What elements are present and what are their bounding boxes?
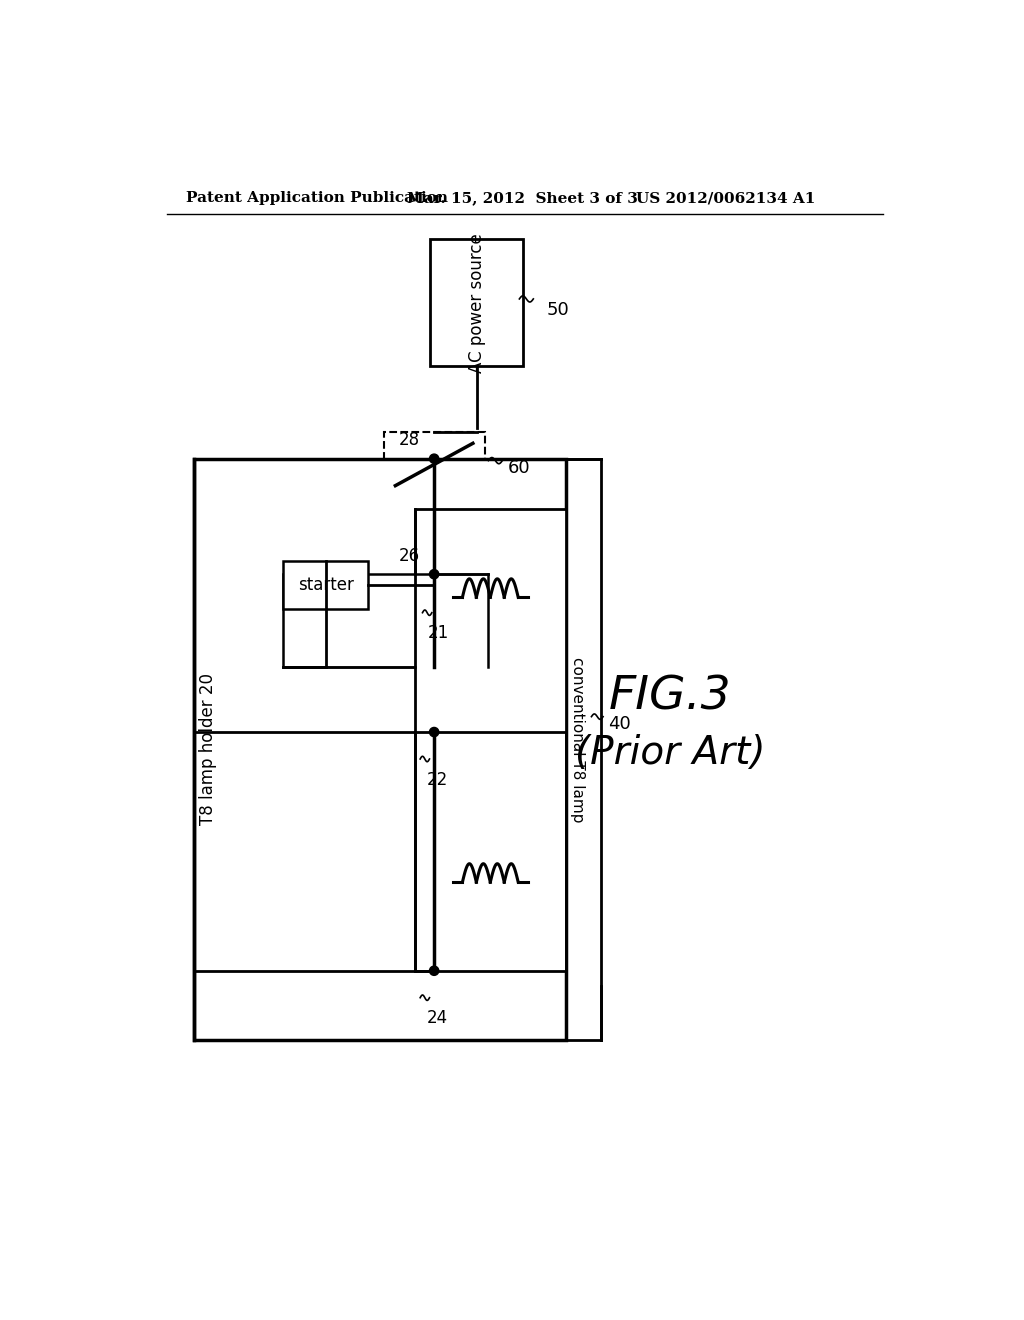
Circle shape: [429, 727, 438, 737]
Bar: [384, 432, 484, 498]
Circle shape: [429, 570, 438, 579]
Text: (Prior Art): (Prior Art): [575, 734, 766, 772]
Text: US 2012/0062134 A1: US 2012/0062134 A1: [636, 191, 815, 206]
Bar: [194, 459, 566, 1040]
Bar: [283, 574, 488, 667]
Text: 50: 50: [547, 301, 569, 319]
Text: 26: 26: [399, 546, 421, 565]
Text: 60: 60: [508, 459, 530, 478]
Text: 28: 28: [399, 432, 421, 449]
Text: 21: 21: [428, 624, 450, 643]
Text: 22: 22: [426, 771, 447, 788]
Bar: [415, 508, 566, 970]
Text: starter: starter: [298, 576, 353, 594]
Text: Patent Application Publication: Patent Application Publication: [186, 191, 449, 206]
Circle shape: [429, 454, 438, 463]
Bar: [283, 561, 369, 609]
Bar: [430, 239, 523, 367]
Text: Mar. 15, 2012  Sheet 3 of 3: Mar. 15, 2012 Sheet 3 of 3: [407, 191, 638, 206]
Text: conventional T8 lamp: conventional T8 lamp: [570, 657, 585, 822]
Text: T8 lamp holder 20: T8 lamp holder 20: [199, 673, 217, 825]
Text: 40: 40: [608, 715, 631, 734]
Text: AC power source: AC power source: [468, 232, 485, 372]
Text: 24: 24: [426, 1010, 447, 1027]
Circle shape: [429, 966, 438, 975]
Text: FIG.3: FIG.3: [609, 675, 732, 719]
